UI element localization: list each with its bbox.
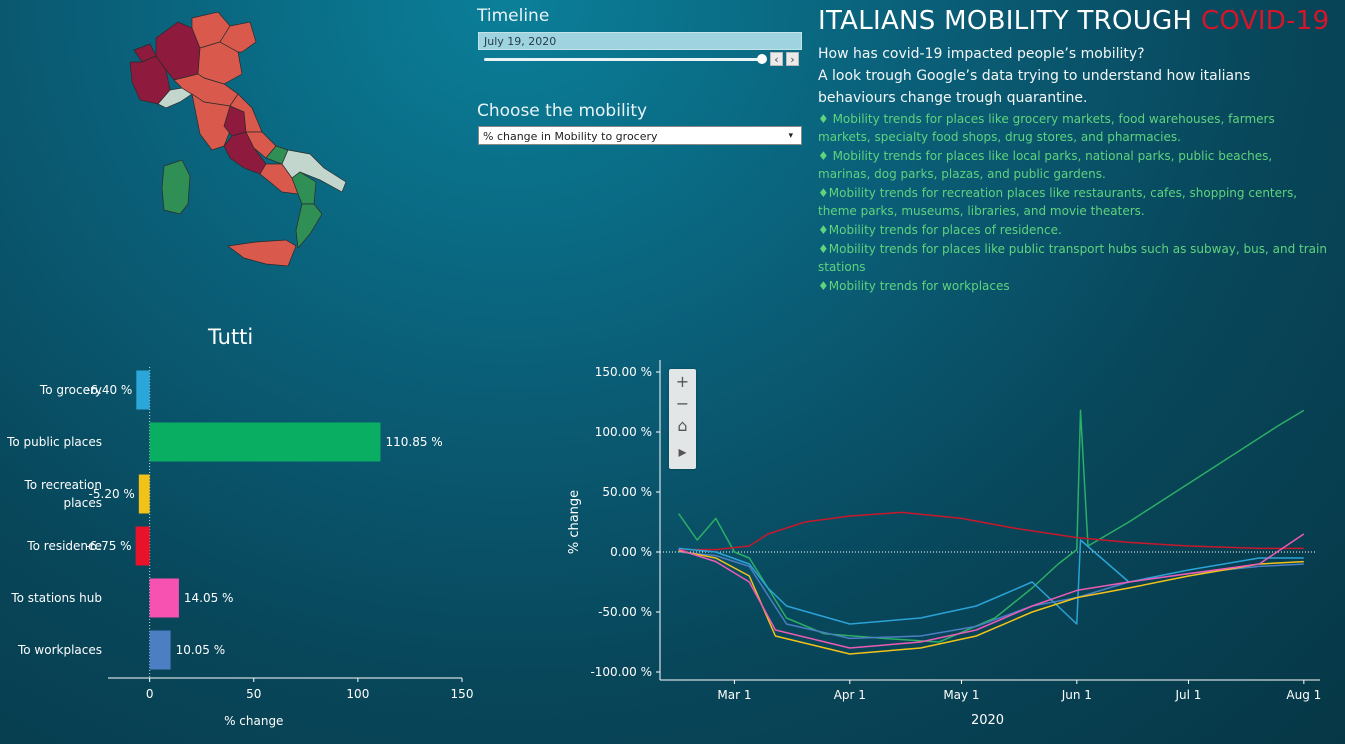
x-tick-label: May 1 (943, 688, 979, 702)
bar-value-label: 10.05 % (176, 643, 226, 657)
map-region-calabria[interactable] (295, 203, 323, 249)
page-subtitle: How has covid-19 impacted people’s mobil… (818, 43, 1328, 109)
bar-category-label: To residence (26, 539, 102, 553)
y-tick-label: 100.00 % (595, 425, 652, 439)
mobility-dropdown[interactable]: % change in Mobility to grocery ▾ (478, 126, 802, 145)
x-tick-label: Jun 1 (1061, 688, 1092, 702)
x-axis-title: % change (224, 714, 283, 728)
timeline-title: Timeline (477, 6, 550, 26)
y-tick-label: 0.00 % (610, 545, 652, 559)
chart-zoom-toolbar: + − ⌂ ▸ (669, 369, 696, 469)
y-tick-label: -50.00 % (598, 605, 652, 619)
dropdown-caret-icon: ▾ (788, 131, 793, 141)
subtitle-line-1: How has covid-19 impacted people’s mobil… (818, 46, 1145, 62)
timeline-date-field[interactable]: July 19, 2020 (478, 32, 802, 50)
line-series-1 (678, 511, 1304, 551)
zoom-in-icon[interactable]: + (675, 372, 690, 391)
x-tick-label: 0 (146, 687, 154, 701)
subtitle-line-2: A look trough Google’s data trying to un… (818, 68, 1251, 106)
page-title-main: ITALIANS MOBILITY TROUGH (818, 6, 1201, 36)
timeline-slider-track[interactable] (484, 58, 762, 61)
bar-0 (136, 370, 150, 410)
note-stations: ♦Mobility trends for places like public … (818, 242, 1327, 274)
x-tick-label: Apr 1 (834, 688, 866, 702)
y-tick-label: 150.00 % (595, 365, 652, 379)
note-residence: ♦Mobility trends for places of residence… (818, 223, 1062, 237)
line-series-5 (678, 533, 1305, 649)
bar-category-label: places (63, 496, 102, 510)
bar-category-label: To public places (6, 435, 102, 449)
bar-2 (138, 474, 150, 514)
bar-chart-title: Tutti (208, 325, 254, 349)
map-region-sardegna[interactable] (161, 159, 191, 215)
bar-3 (135, 526, 150, 566)
note-workplaces: ♦Mobility trends for workplaces (818, 279, 1010, 293)
y-tick-label: 50.00 % (602, 485, 652, 499)
bar-value-label: 14.05 % (184, 591, 234, 605)
bar-chart: To grocery-6.40 % To public places 110.85 … (6, 367, 474, 728)
x-tick-label: Mar 1 (717, 688, 751, 702)
bar-category-label: To stations hub (10, 591, 102, 605)
bar-category-label: To recreation (24, 478, 103, 492)
page-title: ITALIANS MOBILITY TROUGH COVID-19 (818, 6, 1329, 36)
bar-value-label: -5.20 % (89, 487, 135, 501)
bar-value-label: -6.75 % (85, 539, 131, 553)
timeline-next-button[interactable]: › (786, 52, 799, 66)
mobility-notes-list: ♦ Mobility trends for places like grocer… (818, 110, 1328, 296)
x-axis-title: 2020 (971, 713, 1004, 728)
bar-4 (149, 578, 179, 618)
bar-1 (149, 422, 381, 462)
x-tick-label: 150 (451, 687, 474, 701)
italy-region-map (129, 11, 347, 267)
bar-value-label: 110.85 % (385, 435, 442, 449)
bar-value-label: -6.40 % (86, 383, 132, 397)
x-tick-label: Jul 1 (1174, 688, 1201, 702)
x-tick-label: Aug 1 (1286, 688, 1321, 702)
x-tick-label: 50 (246, 687, 261, 701)
mobility-title: Choose the mobility (477, 101, 648, 121)
line-series-0 (677, 409, 1305, 643)
page-title-accent: COVID-19 (1200, 6, 1330, 36)
bar-category-label: To grocery (39, 383, 102, 397)
map-region-friuli[interactable] (219, 21, 257, 53)
note-recreation: ♦Mobility trends for recreation places l… (818, 186, 1298, 218)
note-parks: ♦ Mobility trends for places like local … (818, 149, 1273, 181)
timeline-prev-button[interactable]: ‹ (770, 52, 783, 66)
x-tick-label: 100 (346, 687, 369, 701)
note-grocery: ♦ Mobility trends for places like grocer… (818, 112, 1275, 144)
timeline-slider-handle[interactable] (757, 54, 767, 64)
line-series-4 (678, 550, 1304, 655)
y-tick-label: -100.00 % (590, 665, 652, 679)
line-series-2 (678, 539, 1304, 625)
line-chart: 150.00 % 100.00 % 50.00 % 0.00 % -50.00 % -10… (567, 360, 1321, 728)
map-region-puglia[interactable] (281, 149, 347, 193)
expand-arrow-icon[interactable]: ▸ (678, 442, 687, 461)
home-icon[interactable]: ⌂ (677, 416, 688, 435)
mobility-dropdown-value: % change in Mobility to grocery (483, 130, 658, 143)
bar-category-label: To workplaces (17, 643, 102, 657)
zoom-out-icon[interactable]: − (675, 394, 690, 413)
map-region-sicilia[interactable] (227, 239, 297, 267)
y-axis-title: % change (567, 490, 582, 554)
bar-5 (149, 630, 171, 670)
